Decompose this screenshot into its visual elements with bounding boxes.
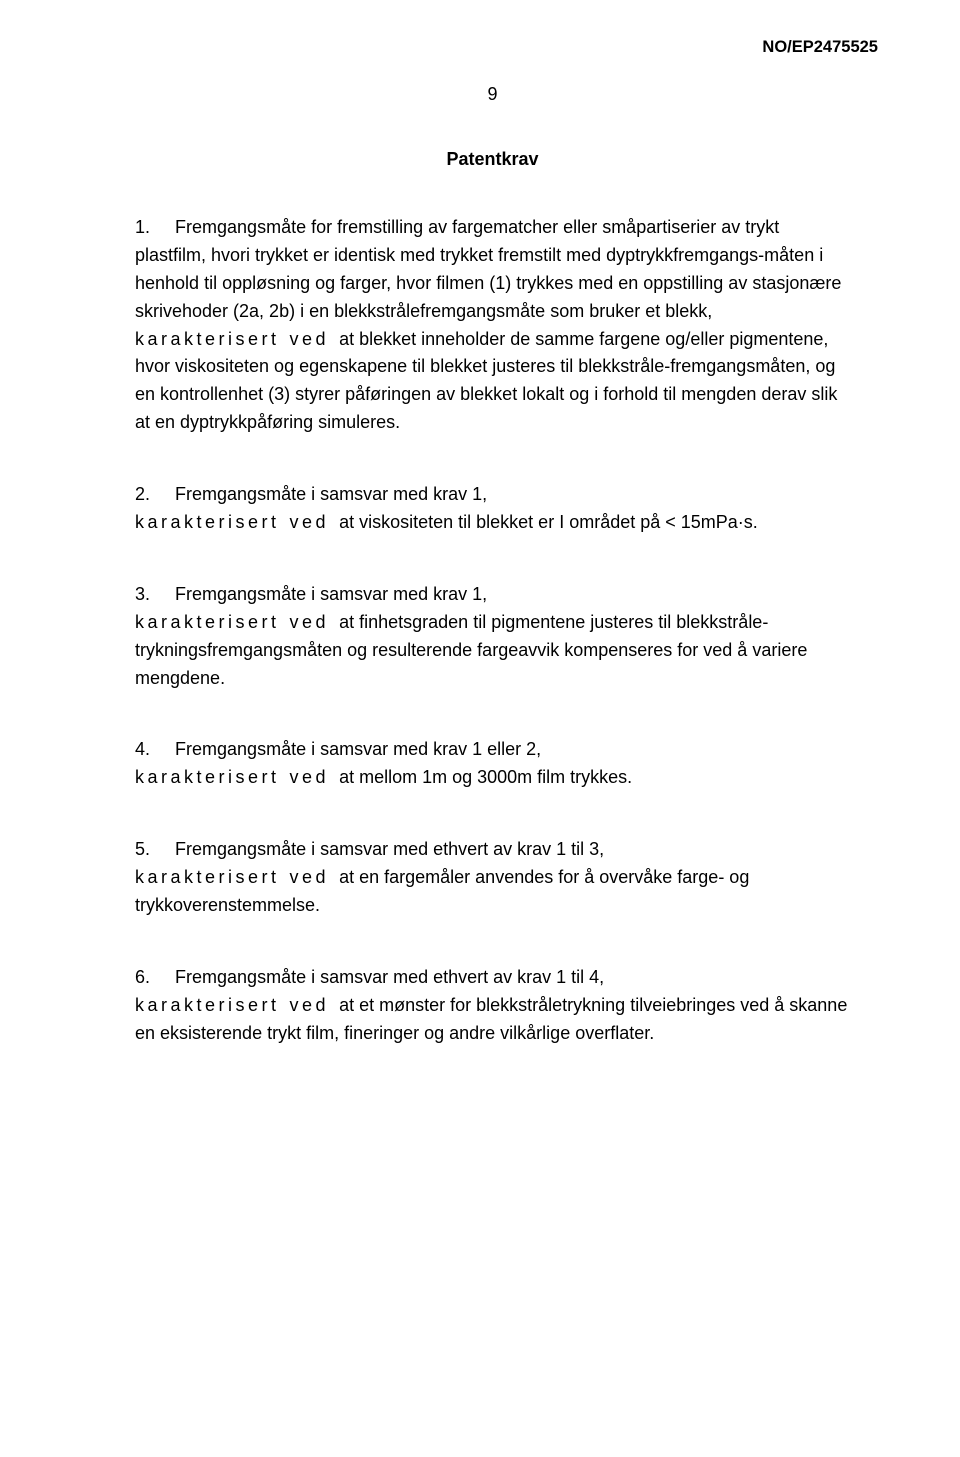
claim-pre: Fremgangsmåte i samsvar med krav 1, [175,584,487,604]
claim-2: 2. Fremgangsmåte i samsvar med krav 1, k… [135,481,850,537]
claim-6: 6. Fremgangsmåte i samsvar med ethvert a… [135,964,850,1048]
claim-char-word2: ved [290,512,330,532]
claim-char-word1: karakterisert [135,612,280,632]
claim-number: 6. [135,967,150,987]
claim-pre: Fremgangsmåte for fremstilling av fargem… [135,217,841,321]
page-number: 9 [135,84,850,105]
claim-1: 1. Fremgangsmåte for fremstilling av far… [135,214,850,437]
claim-3: 3. Fremgangsmåte i samsvar med krav 1, k… [135,581,850,693]
claim-char-word2: ved [290,612,330,632]
claim-char-word1: karakterisert [135,867,280,887]
claim-pre: Fremgangsmåte i samsvar med krav 1, [175,484,487,504]
claim-pre: Fremgangsmåte i samsvar med ethvert av k… [175,967,604,987]
claim-number: 1. [135,217,150,237]
claim-number: 2. [135,484,150,504]
claim-number: 4. [135,739,150,759]
claim-char-word2: ved [290,767,330,787]
claim-number: 3. [135,584,150,604]
claim-pre: Fremgangsmåte i samsvar med ethvert av k… [175,839,604,859]
claim-number: 5. [135,839,150,859]
document-id: NO/EP2475525 [762,38,878,57]
claim-post: at mellom 1m og 3000m film trykkes. [339,767,632,787]
claim-char-word2: ved [290,329,330,349]
claim-char-word1: karakterisert [135,329,280,349]
claim-char-word1: karakterisert [135,767,280,787]
claim-pre: Fremgangsmåte i samsvar med krav 1 eller… [175,739,541,759]
claim-char-word2: ved [290,867,330,887]
claim-char-word1: karakterisert [135,995,280,1015]
claim-char-word1: karakterisert [135,512,280,532]
claim-char-word2: ved [290,995,330,1015]
claim-5: 5. Fremgangsmåte i samsvar med ethvert a… [135,836,850,920]
page-title: Patentkrav [135,149,850,170]
page: NO/EP2475525 9 Patentkrav 1. Fremgangsmå… [0,0,960,1457]
claim-post: at viskositeten til blekket er I området… [339,512,758,532]
claim-4: 4. Fremgangsmåte i samsvar med krav 1 el… [135,736,850,792]
